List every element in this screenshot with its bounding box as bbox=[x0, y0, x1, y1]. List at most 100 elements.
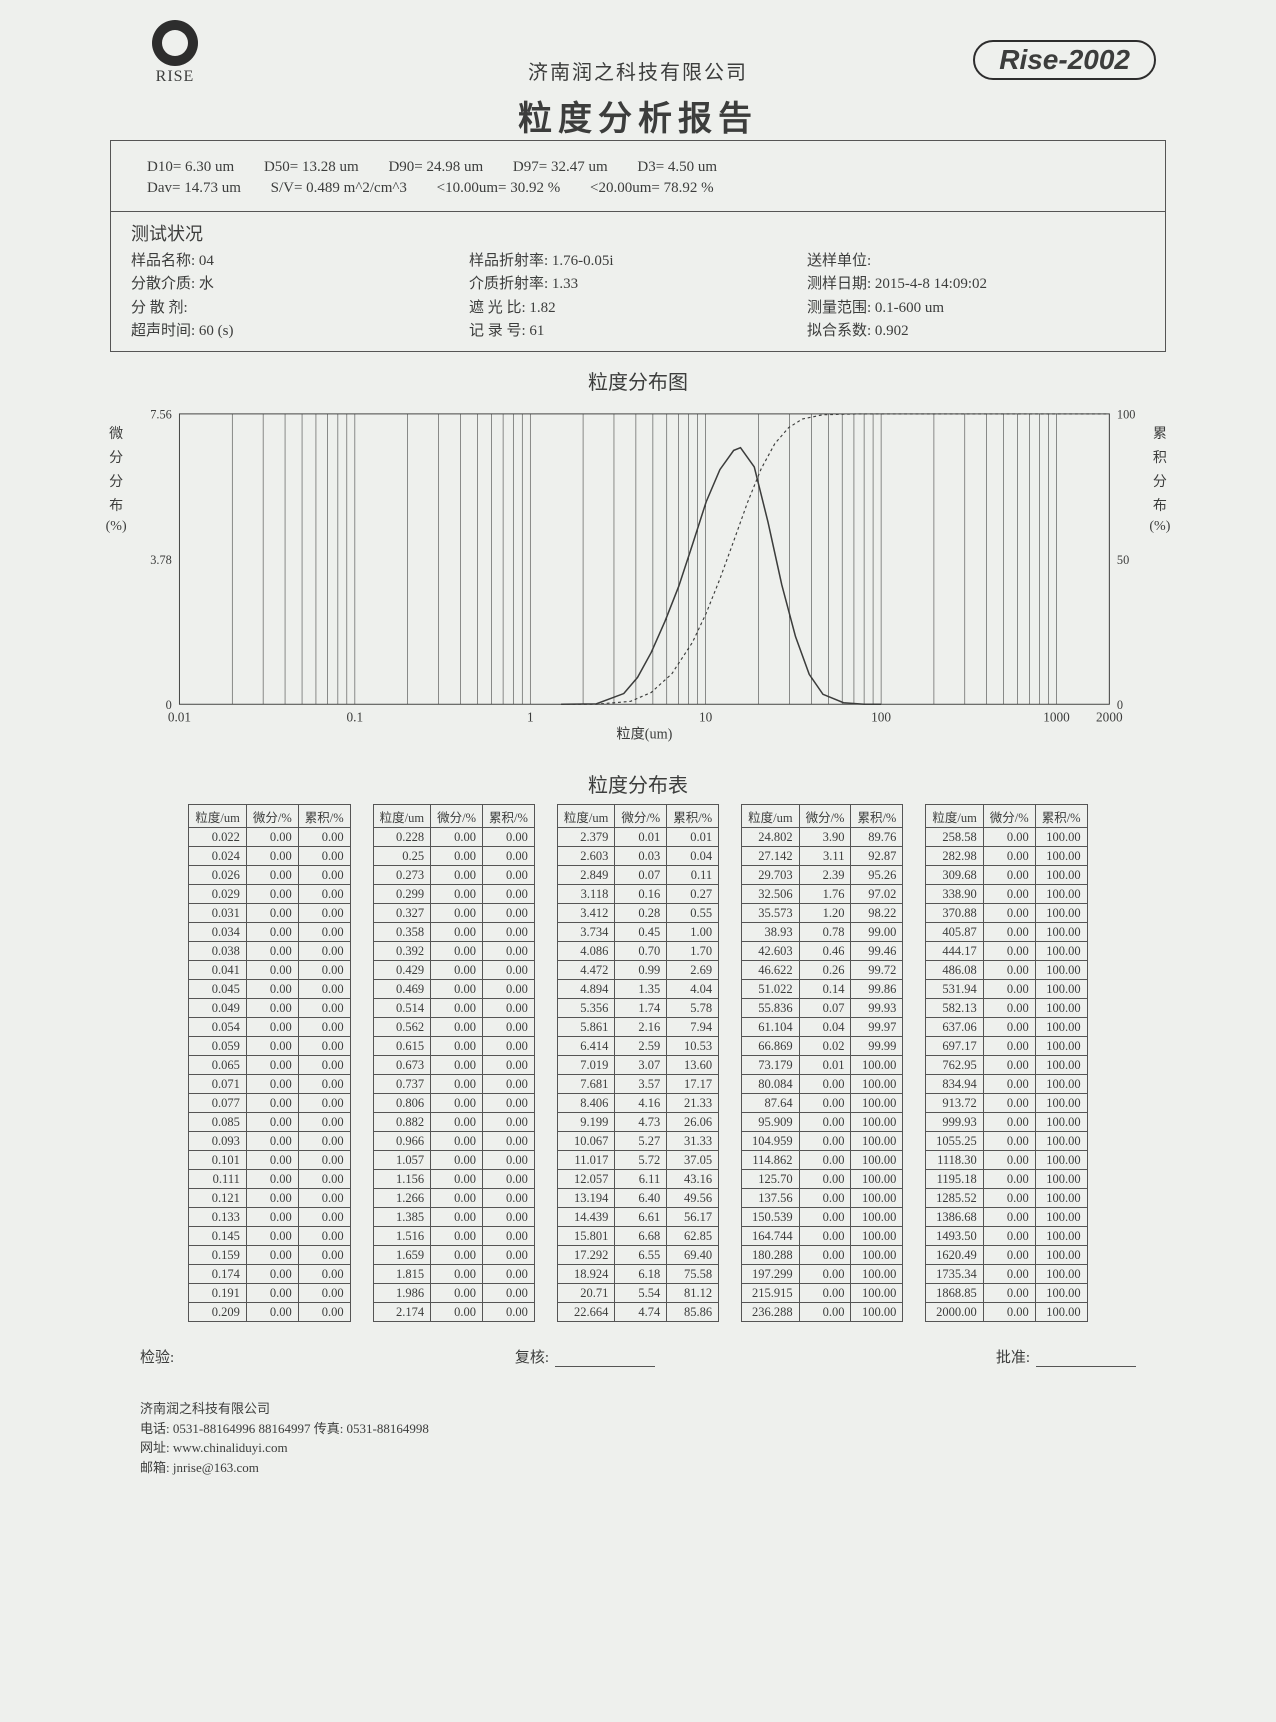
table-row: 0.5140.000.00 bbox=[373, 999, 534, 1018]
table-row: 66.8690.0299.99 bbox=[742, 1037, 903, 1056]
footer-company: 济南润之科技有限公司 bbox=[140, 1399, 1136, 1419]
table-row: 1.8150.000.00 bbox=[373, 1265, 534, 1284]
footer-phone: 电话: 0531-88164996 88164997 传真: 0531-8816… bbox=[140, 1419, 1136, 1439]
table-row: 137.560.00100.00 bbox=[742, 1189, 903, 1208]
table-row: 0.8820.000.00 bbox=[373, 1113, 534, 1132]
table-row: 0.2990.000.00 bbox=[373, 885, 534, 904]
table-row: 1493.500.00100.00 bbox=[926, 1227, 1087, 1246]
table-row: 5.3561.745.78 bbox=[557, 999, 718, 1018]
table-row: 0.4290.000.00 bbox=[373, 961, 534, 980]
table-row: 4.8941.354.04 bbox=[557, 980, 718, 999]
table-row: 1.3850.000.00 bbox=[373, 1208, 534, 1227]
dist-table-3: 粒度/um微分/%累积/%24.8023.9089.7627.1423.1192… bbox=[741, 804, 903, 1322]
table-row: 309.680.00100.00 bbox=[926, 866, 1087, 885]
table-row: 95.9090.00100.00 bbox=[742, 1113, 903, 1132]
table-row: 5.8612.167.94 bbox=[557, 1018, 718, 1037]
svg-text:50: 50 bbox=[1117, 553, 1129, 567]
table-row: 73.1790.01100.00 bbox=[742, 1056, 903, 1075]
stat-d3: D3= 4.50 um bbox=[637, 159, 717, 175]
table-row: 22.6644.7485.86 bbox=[557, 1303, 718, 1322]
table-row: 0.1330.000.00 bbox=[189, 1208, 350, 1227]
sample-name: 样品名称: 04 bbox=[131, 250, 469, 273]
table-row: 0.9660.000.00 bbox=[373, 1132, 534, 1151]
dispersant: 分 散 剂: bbox=[131, 297, 469, 320]
svg-text:粒度(um): 粒度(um) bbox=[617, 725, 673, 742]
table-row: 197.2990.00100.00 bbox=[742, 1265, 903, 1284]
dist-table-2: 粒度/um微分/%累积/%2.3790.010.012.6030.030.042… bbox=[557, 804, 719, 1322]
svg-text:1: 1 bbox=[527, 709, 534, 724]
table-row: 180.2880.00100.00 bbox=[742, 1246, 903, 1265]
table-row: 0.2280.000.00 bbox=[373, 828, 534, 847]
table-row: 61.1040.0499.97 bbox=[742, 1018, 903, 1037]
table-row: 1118.300.00100.00 bbox=[926, 1151, 1087, 1170]
medium-refraction: 介质折射率: 1.33 bbox=[469, 273, 807, 296]
stat-d90: D90= 24.98 um bbox=[388, 159, 483, 175]
stat-d10: D10= 6.30 um bbox=[147, 159, 234, 175]
table-row: 35.5731.2098.22 bbox=[742, 904, 903, 923]
table-row: 1620.490.00100.00 bbox=[926, 1246, 1087, 1265]
table-row: 215.9150.00100.00 bbox=[742, 1284, 903, 1303]
table-row: 0.0770.000.00 bbox=[189, 1094, 350, 1113]
table-row: 697.170.00100.00 bbox=[926, 1037, 1087, 1056]
table-row: 1386.680.00100.00 bbox=[926, 1208, 1087, 1227]
table-row: 125.700.00100.00 bbox=[742, 1170, 903, 1189]
signature-inspect: 检验: bbox=[140, 1346, 174, 1367]
stat-lt20: <20.00um= 78.92 % bbox=[590, 180, 714, 196]
table-row: 338.900.00100.00 bbox=[926, 885, 1087, 904]
model-badge: Rise-2002 bbox=[973, 40, 1156, 80]
table-row: 114.8620.00100.00 bbox=[742, 1151, 903, 1170]
signature-review: 复核: bbox=[515, 1346, 655, 1367]
table-row: 0.1910.000.00 bbox=[189, 1284, 350, 1303]
sample-refraction: 样品折射率: 1.76-0.05i bbox=[469, 250, 807, 273]
table-row: 6.4142.5910.53 bbox=[557, 1037, 718, 1056]
table-row: 10.0675.2731.33 bbox=[557, 1132, 718, 1151]
svg-text:0: 0 bbox=[1117, 698, 1123, 712]
record-no: 记 录 号: 61 bbox=[469, 320, 807, 343]
footer-email: 邮箱: jnrise@163.com bbox=[140, 1458, 1136, 1478]
footer: 济南润之科技有限公司 电话: 0531-88164996 88164997 传真… bbox=[140, 1399, 1136, 1477]
table-row: 0.0490.000.00 bbox=[189, 999, 350, 1018]
table-title: 粒度分布表 bbox=[60, 769, 1216, 798]
table-row: 18.9246.1875.58 bbox=[557, 1265, 718, 1284]
table-row: 282.980.00100.00 bbox=[926, 847, 1087, 866]
table-row: 1195.180.00100.00 bbox=[926, 1170, 1087, 1189]
table-row: 0.0380.000.00 bbox=[189, 942, 350, 961]
table-row: 0.0540.000.00 bbox=[189, 1018, 350, 1037]
table-row: 0.7370.000.00 bbox=[373, 1075, 534, 1094]
table-row: 0.0710.000.00 bbox=[189, 1075, 350, 1094]
table-row: 2.1740.000.00 bbox=[373, 1303, 534, 1322]
table-row: 9.1994.7326.06 bbox=[557, 1113, 718, 1132]
table-row: 762.950.00100.00 bbox=[926, 1056, 1087, 1075]
svg-text:0.1: 0.1 bbox=[347, 709, 364, 724]
y-axis-left-label: 微分分布(%) bbox=[100, 399, 132, 749]
test-title: 测试状况 bbox=[131, 220, 1145, 246]
table-row: 2.3790.010.01 bbox=[557, 828, 718, 847]
table-row: 0.0450.000.00 bbox=[189, 980, 350, 999]
table-row: 13.1946.4049.56 bbox=[557, 1189, 718, 1208]
chart-title: 粒度分布图 bbox=[100, 366, 1176, 395]
table-row: 15.8016.6862.85 bbox=[557, 1227, 718, 1246]
table-row: 87.640.00100.00 bbox=[742, 1094, 903, 1113]
table-row: 0.5620.000.00 bbox=[373, 1018, 534, 1037]
table-row: 486.080.00100.00 bbox=[926, 961, 1087, 980]
table-row: 0.0240.000.00 bbox=[189, 847, 350, 866]
test-conditions-box: 测试状况 样品名称: 04 分散介质: 水 分 散 剂: 超声时间: 60 (s… bbox=[110, 212, 1166, 352]
dist-table-4: 粒度/um微分/%累积/%258.580.00100.00282.980.001… bbox=[925, 804, 1087, 1322]
table-row: 0.1590.000.00 bbox=[189, 1246, 350, 1265]
table-row: 14.4396.6156.17 bbox=[557, 1208, 718, 1227]
table-row: 0.4690.000.00 bbox=[373, 980, 534, 999]
table-row: 999.930.00100.00 bbox=[926, 1113, 1087, 1132]
table-row: 0.1110.000.00 bbox=[189, 1170, 350, 1189]
table-row: 0.0850.000.00 bbox=[189, 1113, 350, 1132]
logo: RISE bbox=[140, 20, 210, 86]
table-row: 258.580.00100.00 bbox=[926, 828, 1087, 847]
table-row: 8.4064.1621.33 bbox=[557, 1094, 718, 1113]
svg-text:1000: 1000 bbox=[1044, 709, 1071, 724]
table-row: 51.0220.1499.86 bbox=[742, 980, 903, 999]
table-row: 0.2730.000.00 bbox=[373, 866, 534, 885]
distribution-chart: 0.010.111010010002000粒度(um)03.787.560501… bbox=[132, 399, 1143, 759]
table-row: 2.6030.030.04 bbox=[557, 847, 718, 866]
table-row: 0.6150.000.00 bbox=[373, 1037, 534, 1056]
table-row: 0.0220.000.00 bbox=[189, 828, 350, 847]
table-row: 1868.850.00100.00 bbox=[926, 1284, 1087, 1303]
